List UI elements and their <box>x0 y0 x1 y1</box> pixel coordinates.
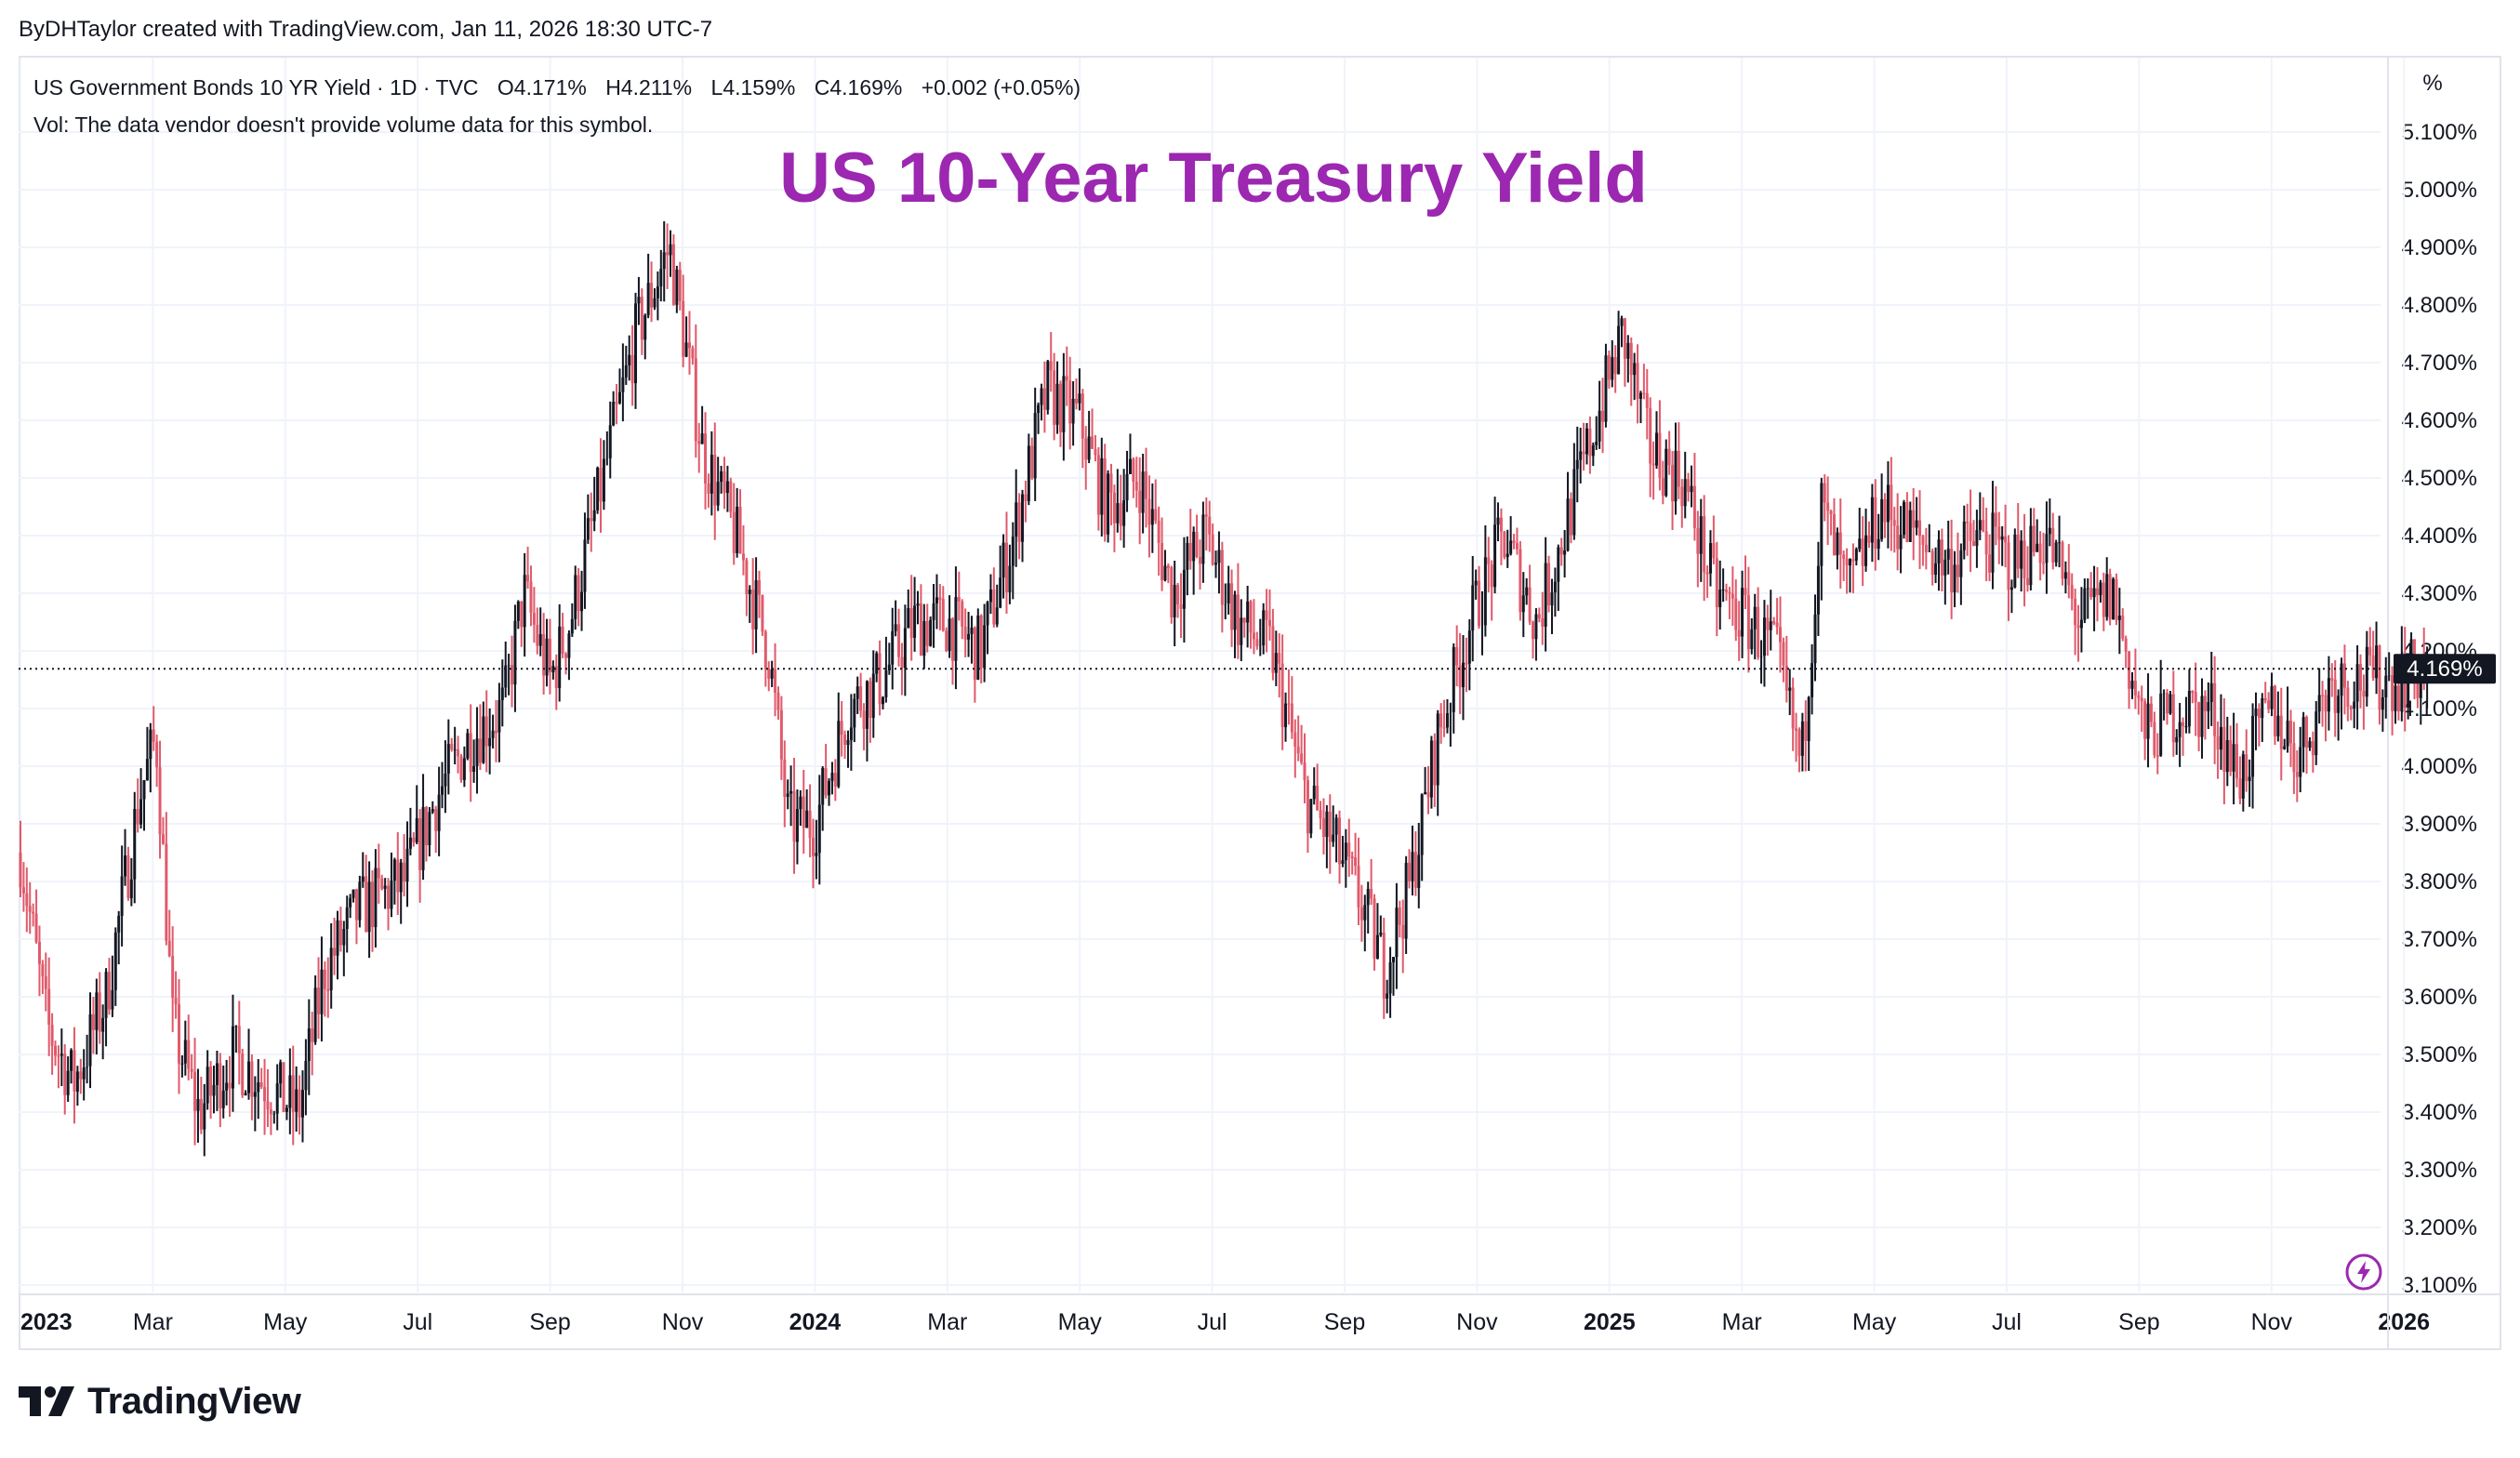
time-axis-label: 2026 <box>2378 1309 2430 1335</box>
price-tick-label: 3.600% <box>2402 985 2477 1010</box>
time-axis-label: 2024 <box>789 1309 842 1335</box>
tradingview-logo-icon <box>19 1386 74 1416</box>
time-axis-label: May <box>1852 1309 1897 1335</box>
close-value: C4.169% <box>814 75 903 99</box>
time-axis-label: Mar <box>1722 1309 1762 1335</box>
time-axis-label: Jul <box>1198 1309 1227 1335</box>
low-value: L4.159% <box>710 75 796 99</box>
last-price-label: 4.169% <box>2407 656 2482 682</box>
price-tick-label: 5.100% <box>2402 120 2477 145</box>
tradingview-logo[interactable]: TradingView <box>19 1378 301 1425</box>
time-axis-label: May <box>1058 1309 1103 1335</box>
price-tick-label: 5.000% <box>2402 178 2477 203</box>
time-axis-label: Nov <box>662 1309 704 1335</box>
price-tick-label: 4.700% <box>2402 351 2477 376</box>
time-axis-label: Sep <box>1324 1309 1365 1335</box>
price-tick-label: 3.900% <box>2402 812 2477 837</box>
time-axis-label: Mar <box>927 1309 967 1335</box>
time-axis-label: May <box>263 1309 308 1335</box>
ohlc-row: US Government Bonds 10 YR Yield · 1D · T… <box>33 69 1094 106</box>
open-value: O4.171% <box>497 75 587 99</box>
symbol-title[interactable]: US Government Bonds 10 YR Yield · 1D · T… <box>33 75 479 99</box>
price-tick-label: 3.400% <box>2402 1100 2477 1125</box>
price-tick-label: 4.000% <box>2402 754 2477 779</box>
time-axis-label: 2023 <box>20 1309 73 1335</box>
volume-note: Vol: The data vendor doesn't provide vol… <box>33 113 654 137</box>
price-tick-label: 4.300% <box>2402 581 2477 606</box>
price-tick-label: 4.900% <box>2402 235 2477 260</box>
price-tick-label: 3.300% <box>2402 1158 2477 1183</box>
price-tick-label: 3.200% <box>2402 1215 2477 1240</box>
last-price-tag <box>2394 654 2496 684</box>
lightning-icon[interactable] <box>2343 1252 2384 1292</box>
price-tick-label: 3.800% <box>2402 869 2477 895</box>
price-tick-label: 4.400% <box>2402 524 2477 549</box>
time-axis-label: Mar <box>133 1309 173 1335</box>
time-axis-label: Jul <box>1992 1309 2022 1335</box>
symbol-legend: US Government Bonds 10 YR Yield · 1D · T… <box>33 69 1094 143</box>
time-axis-label: Sep <box>2118 1309 2159 1335</box>
chart-credit: ByDHTaylor created with TradingView.com,… <box>19 17 713 42</box>
price-tick-label: 4.500% <box>2402 466 2477 491</box>
percent-scale-toggle[interactable]: % <box>2422 71 2443 96</box>
chart-title: US 10-Year Treasury Yield <box>779 139 1648 218</box>
price-tick-label: 3.700% <box>2402 927 2477 952</box>
time-axis-label: Nov <box>2251 1309 2293 1335</box>
time-axis-label: Jul <box>403 1309 432 1335</box>
high-value: H4.211% <box>605 75 693 99</box>
price-tick-label: 3.500% <box>2402 1042 2477 1067</box>
price-tick-label: 4.100% <box>2402 696 2477 722</box>
tradingview-brand: TradingView <box>87 1380 301 1422</box>
price-tick-label: 4.800% <box>2402 293 2477 318</box>
time-axis-label: 2025 <box>1584 1309 1636 1335</box>
time-axis-label: Sep <box>529 1309 570 1335</box>
change-value: +0.002 (+0.05%) <box>921 75 1081 99</box>
time-axis-label: Nov <box>1456 1309 1498 1335</box>
price-tick-label: 4.600% <box>2402 408 2477 433</box>
